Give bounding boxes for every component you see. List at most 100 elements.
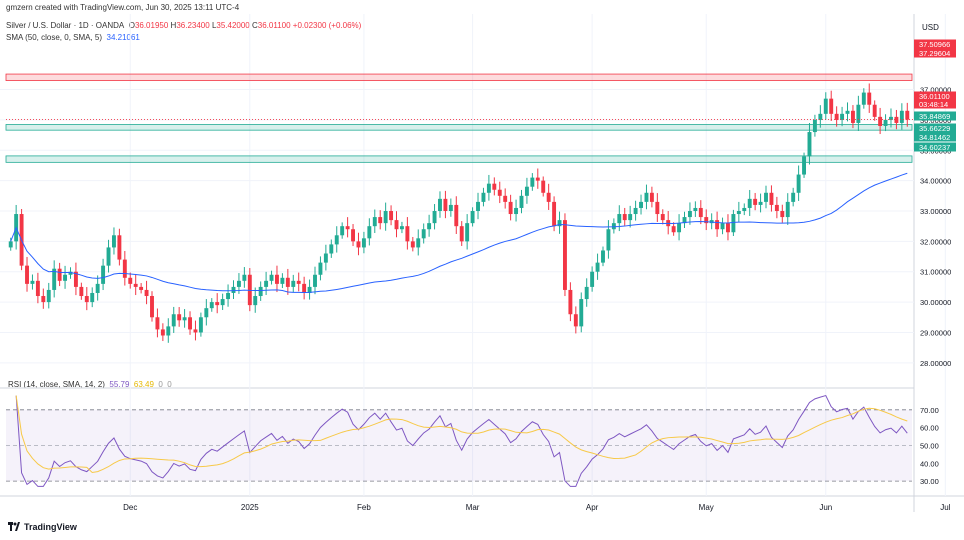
candle-body (133, 283, 138, 287)
candle-body (405, 226, 410, 242)
sma-value: 34.21061 (106, 33, 140, 42)
candle-body (313, 274, 317, 287)
candle-body (514, 207, 519, 215)
candle-body (503, 195, 508, 202)
candle-body (454, 204, 459, 227)
candle-body (508, 201, 513, 215)
rsi-sma-value: 63.49 (133, 380, 154, 389)
ohlc-high: 36.23400 (176, 21, 210, 30)
candle-body (774, 204, 779, 211)
price-badge-label: 36.01100 (919, 92, 950, 101)
candle-body (758, 201, 763, 205)
symbol-legend[interactable]: Silver / U.S. Dollar · 1D · OANDA O36.01… (6, 21, 361, 30)
price-badge-label: 37.29604 (919, 49, 950, 58)
candle-body (117, 235, 122, 260)
candle-body (780, 211, 785, 218)
candle-body (264, 280, 269, 287)
candle-body (307, 286, 312, 293)
support-zone-2 (5, 155, 913, 163)
candle-body (649, 192, 654, 202)
candle-body (432, 211, 437, 224)
candle-body (595, 262, 600, 272)
price-badge (914, 39, 956, 49)
candle-body (334, 235, 339, 245)
candle-body (177, 314, 182, 321)
candle-body (421, 229, 426, 239)
price-badge-label: 34.60237 (919, 143, 950, 152)
rsi-sma-line (15, 395, 908, 473)
rsi-tick-label: 60.00 (920, 424, 939, 433)
candle-body (905, 110, 910, 120)
candle-body (530, 177, 535, 187)
candle-body (861, 92, 866, 105)
candle-body (427, 223, 432, 230)
candle-body (535, 177, 540, 181)
tradingview-brand[interactable]: TradingView (8, 522, 77, 532)
candle-body (660, 214, 665, 221)
candle-body (73, 271, 78, 287)
candle-body (633, 207, 638, 215)
candle-body (236, 280, 241, 287)
candle-body (410, 241, 415, 248)
candle-body (465, 223, 470, 242)
candle-body (573, 314, 578, 327)
candle-body (834, 113, 839, 120)
candle-body (394, 220, 399, 230)
price-badge (914, 99, 956, 109)
candle-body (30, 280, 35, 284)
price-badge-label: 35.66229 (919, 124, 950, 133)
price-tick-label: 29.00000 (920, 328, 951, 337)
candle-body (497, 189, 502, 196)
candle-body (698, 207, 703, 218)
candle-body (742, 207, 747, 211)
candle-body (796, 174, 801, 193)
candle-body (166, 326, 171, 336)
candle-body (139, 286, 144, 290)
candle-body (519, 195, 524, 208)
candle-body (606, 229, 611, 251)
candle-body (492, 183, 497, 190)
candle-body (253, 296, 258, 306)
price-tick-label: 34.00000 (920, 177, 951, 186)
price-tick-label: 32.00000 (920, 237, 951, 246)
candle-body (269, 274, 274, 281)
candle-body (747, 198, 752, 208)
candle-body (378, 217, 383, 224)
price-badge (914, 142, 956, 152)
price-badge-label: 35.84869 (919, 112, 950, 121)
candle-body (443, 198, 448, 211)
candle-body (720, 223, 725, 230)
candle-body (63, 274, 68, 281)
time-tick-label: Feb (357, 503, 371, 512)
candle-body (524, 186, 529, 196)
sma-legend[interactable]: SMA (50, close, 0, SMA, 5) 34.21061 (6, 33, 140, 42)
candle-body (677, 223, 682, 233)
candle-body (682, 217, 687, 224)
candle-body (812, 119, 817, 133)
candle-body (198, 317, 203, 333)
rsi-legend[interactable]: RSI (14, close, SMA, 14, 2) 55.79 63.49 … (8, 380, 172, 389)
candle-body (850, 110, 855, 123)
candle-body (209, 302, 214, 309)
candle-body (568, 289, 573, 315)
candle-body (52, 268, 57, 290)
symbol-name[interactable]: Silver / U.S. Dollar · 1D · OANDA (6, 21, 125, 30)
candle-body (867, 92, 872, 105)
candle-body (95, 283, 100, 293)
candle-body (345, 226, 350, 230)
candle-body (878, 116, 883, 126)
candle-body (622, 214, 627, 221)
candle-body (25, 265, 29, 284)
candle-body (8, 241, 13, 248)
candle-body (693, 207, 698, 211)
candle-body (889, 116, 893, 120)
candle-body (856, 104, 861, 123)
candle-body (541, 180, 546, 193)
candle-body (476, 201, 480, 211)
candle-body (296, 280, 301, 284)
candle-body (188, 317, 192, 330)
candle-body (845, 110, 850, 114)
candle-body (579, 299, 584, 327)
currency-label: USD (922, 23, 939, 32)
